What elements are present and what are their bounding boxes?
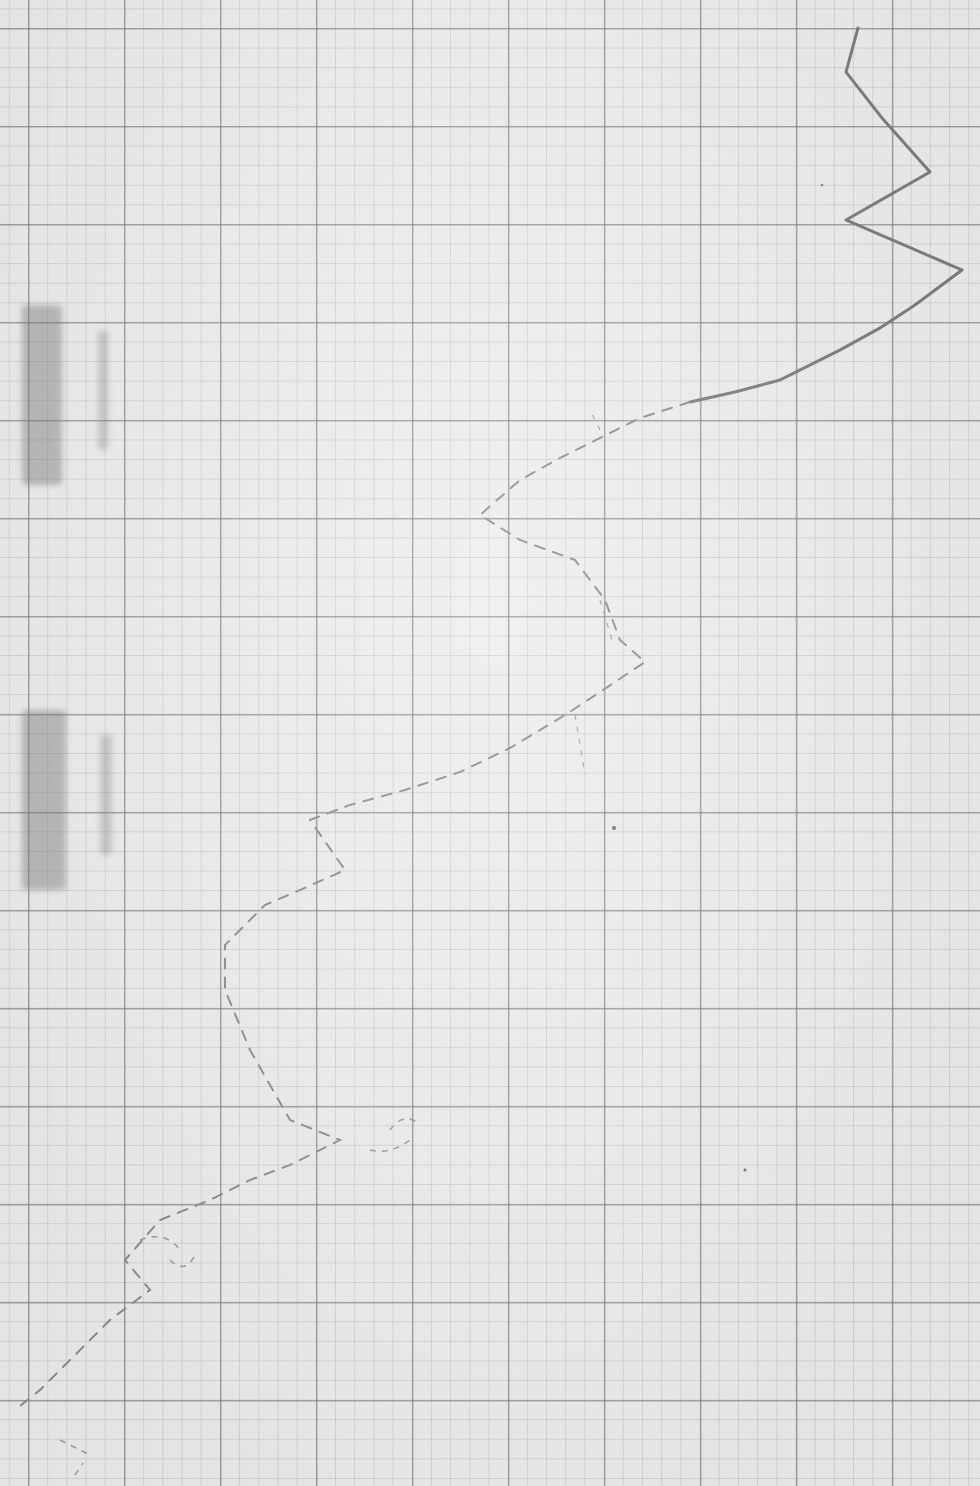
- pencil-mark-lower-right: [100, 735, 112, 855]
- trace-faint-segment: [14, 401, 691, 1411]
- trace-stray-mark: [574, 409, 613, 776]
- pencil-dot: [743, 1168, 747, 1172]
- trace-solid-segment: [688, 26, 964, 404]
- pencil-smudge-lower-left: [22, 710, 66, 890]
- pencil-dot: [612, 826, 616, 830]
- pencil-smudge-upper-left: [22, 305, 62, 485]
- trace-stray-mark: [59, 1117, 421, 1476]
- pencil-dot: [820, 183, 824, 187]
- pencil-mark-upper-right: [98, 330, 108, 450]
